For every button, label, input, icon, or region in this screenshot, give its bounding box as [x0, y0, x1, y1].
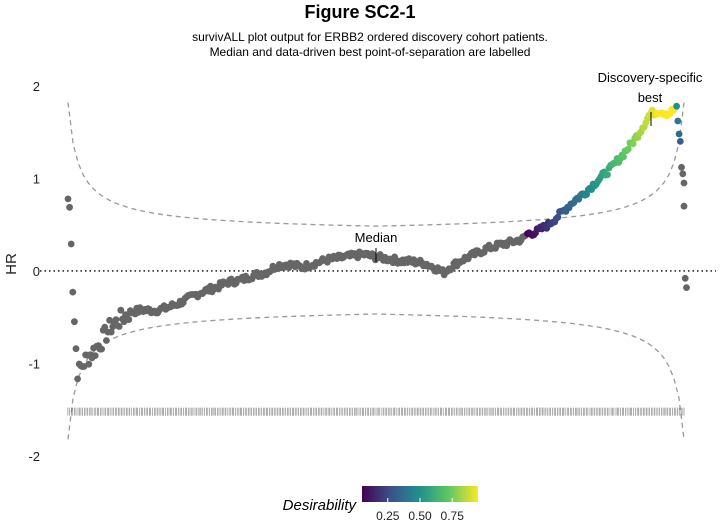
legend-colorbar: [362, 486, 478, 502]
hr-point: [117, 306, 125, 314]
hr-point: [91, 352, 99, 359]
hr-point: [624, 145, 632, 153]
hr-point-tail: [675, 130, 683, 138]
hr-point: [125, 316, 133, 323]
y-axis-label: HR: [3, 253, 20, 275]
y-tick-label: 0: [33, 264, 40, 279]
hr-point-tail: [681, 274, 689, 282]
annotation-best-line-1: Discovery-specific: [598, 70, 703, 85]
chart-subtitle-line-1: survivALL plot output for ERBB2 ordered …: [192, 30, 548, 44]
hr-point: [620, 153, 627, 161]
legend-tick-label: 0.25: [376, 509, 400, 523]
hr-point-tail: [674, 117, 682, 125]
hr-point: [629, 140, 637, 148]
legend-title: Desirability: [283, 497, 358, 514]
plot-area: -2 -1 0 1 2: [28, 79, 716, 464]
threshold-curve-lower: [67, 313, 685, 440]
hr-point: [604, 171, 611, 179]
hr-point: [71, 318, 78, 326]
y-tick-label: -2: [28, 449, 40, 464]
legend-tick-label: 0.50: [408, 509, 432, 523]
hr-point: [85, 360, 93, 368]
annotation-best-line-2: best: [638, 90, 663, 105]
hr-point: [101, 323, 109, 331]
hr-point: [103, 337, 110, 344]
chart-subtitle-line-2: Median and data-driven best point-of-sep…: [210, 45, 531, 59]
hr-point: [72, 345, 80, 353]
hr-point: [112, 316, 120, 323]
annotation-median: Median: [355, 230, 398, 245]
legend: Desirability 0.25 0.50 0.75: [283, 486, 478, 523]
hr-point: [554, 213, 562, 221]
hr-point-tail: [673, 102, 680, 110]
hr-point-tail: [679, 170, 687, 178]
hr-point: [69, 288, 77, 296]
y-tick-label: 1: [33, 171, 40, 186]
hr-point: [107, 328, 115, 336]
hr-point: [74, 375, 81, 383]
hr-point: [98, 345, 105, 353]
hr-point-tail: [683, 284, 690, 291]
hr-point-tail: [680, 202, 688, 210]
hr-point-tail: [676, 138, 684, 145]
hr-point: [66, 203, 73, 211]
hr-point: [64, 195, 72, 203]
y-tick-label: 2: [33, 79, 40, 94]
legend-tick-label: 0.75: [441, 509, 465, 523]
y-tick-label: -1: [28, 356, 40, 371]
hr-point: [115, 323, 123, 330]
hr-point: [67, 240, 75, 248]
threshold-curve-upper: [67, 102, 685, 227]
hr-point-tail: [680, 179, 688, 187]
hr-point-tail: [678, 163, 685, 171]
chart-title: Figure SC2-1: [304, 2, 415, 22]
